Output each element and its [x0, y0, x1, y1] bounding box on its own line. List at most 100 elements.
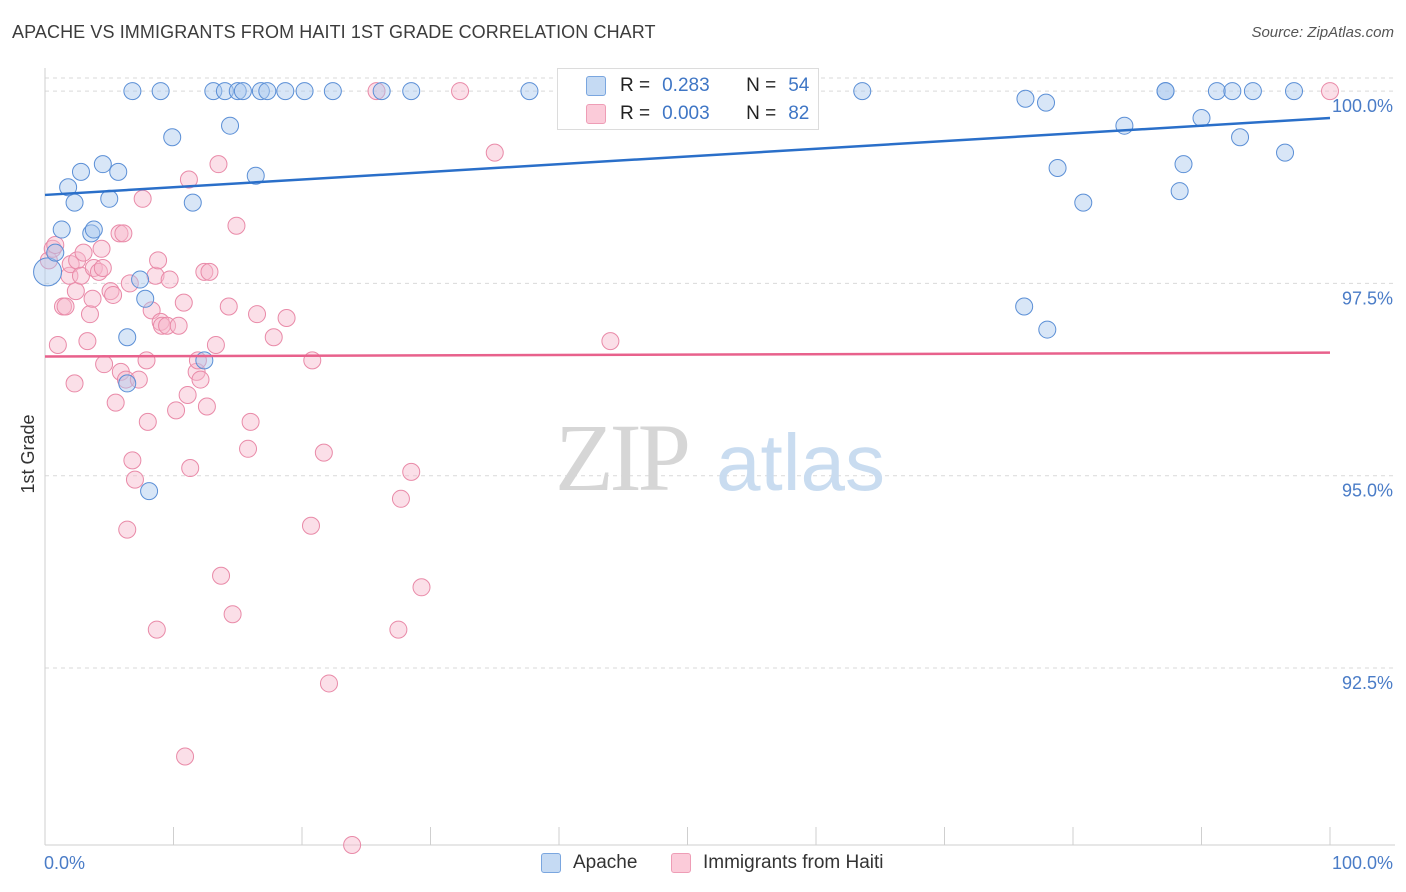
haiti-point [169, 316, 188, 335]
apache-point [163, 128, 182, 147]
apache-point [1048, 159, 1067, 178]
apache-point [183, 193, 202, 212]
haiti-point [146, 266, 165, 285]
haiti-point [389, 620, 408, 639]
apache-point [1037, 93, 1056, 112]
legend-item-haiti[interactable]: Immigrants from Haiti [671, 852, 884, 874]
haiti-point [264, 328, 283, 347]
n-label: N = [746, 75, 777, 96]
apache-point [372, 82, 391, 101]
apache-point [402, 82, 421, 101]
haiti-point [343, 836, 362, 854]
apache-point [84, 220, 103, 239]
apache-point [1231, 128, 1250, 147]
apache-point [46, 243, 65, 262]
haiti-point [110, 224, 129, 243]
haiti-point [227, 216, 246, 235]
apache-point [1276, 143, 1295, 162]
haiti-point [200, 262, 219, 281]
trend-lines [44, 116, 1331, 358]
apache-point [52, 220, 71, 239]
apache-point [109, 162, 128, 181]
haiti-point [93, 259, 112, 278]
haiti-point [179, 170, 198, 189]
apache-point [1207, 82, 1226, 101]
haiti-point [74, 243, 93, 262]
haiti-point [206, 335, 225, 354]
haiti-point [248, 305, 267, 324]
y-tick-label: 92.5% [1342, 673, 1393, 693]
haiti-point [104, 285, 123, 304]
legend-label-apache: Apache [573, 852, 638, 873]
x-tick-label-max: 100.0% [1332, 853, 1393, 873]
apache-point [151, 82, 170, 101]
haiti-point [80, 305, 99, 324]
chart-title: APACHE VS IMMIGRANTS FROM HAITI 1ST GRAD… [12, 22, 656, 42]
haiti-point [167, 401, 186, 420]
apache-point [140, 482, 159, 501]
haiti-point [314, 443, 333, 462]
haiti-point [83, 289, 102, 308]
apache-point [215, 82, 234, 101]
apache-swatch [586, 76, 606, 96]
stats-row-haiti: R = 0.003 N = 82 [558, 100, 809, 128]
haiti-point [277, 309, 296, 328]
haiti-point [138, 412, 157, 431]
apache-point [246, 166, 265, 185]
haiti-point [212, 566, 231, 585]
apache-point [59, 178, 78, 197]
haiti-point [301, 516, 320, 535]
apache-point [1038, 320, 1057, 339]
haiti-point [160, 270, 179, 289]
haiti-point [412, 578, 431, 597]
apache-r-value: 0.283 [662, 75, 710, 96]
apache-point [131, 270, 150, 289]
haiti-point [1321, 82, 1339, 101]
haiti-point [125, 470, 144, 489]
haiti-point [402, 462, 421, 481]
haiti-point [66, 282, 85, 301]
haiti-point [197, 397, 216, 416]
haiti-n-value: 82 [788, 103, 810, 124]
haiti-point [195, 262, 214, 281]
haiti-point [147, 620, 166, 639]
apache-trend-line [44, 116, 1331, 197]
r-label: R = [620, 75, 651, 96]
watermark-zip: ZIP [555, 404, 688, 511]
bottom-legend: Apache Immigrants from Haiti [0, 852, 1406, 878]
haiti-point [65, 374, 84, 393]
haiti-point [367, 82, 386, 101]
apache-point [123, 82, 142, 101]
apache-point [221, 116, 240, 135]
legend-label-haiti: Immigrants from Haiti [703, 852, 884, 873]
haiti-point [241, 412, 260, 431]
haiti-point [114, 224, 133, 243]
apache-point [100, 189, 119, 208]
source-label: Source: ZipAtlas.com [1251, 24, 1394, 41]
apache-point [1285, 82, 1304, 101]
haiti-point [174, 293, 193, 312]
haiti-point [133, 189, 152, 208]
haiti-point [451, 82, 470, 101]
apache-legend-swatch [541, 853, 561, 873]
apache-point [233, 82, 252, 101]
legend-item-apache[interactable]: Apache [541, 852, 637, 874]
apache-point [323, 82, 342, 101]
axes [44, 68, 1395, 846]
haiti-point [149, 251, 168, 270]
apache-n-value: 54 [788, 75, 810, 96]
haiti-point [46, 235, 65, 254]
haiti-point [120, 274, 139, 293]
y-tick-label: 95.0% [1342, 481, 1393, 501]
haiti-point [485, 143, 504, 162]
watermark: ZIP atlas [555, 404, 885, 511]
haiti-point [68, 251, 87, 270]
haiti-point [92, 239, 111, 258]
apache-point [93, 155, 112, 174]
haiti-legend-swatch [671, 853, 691, 873]
y-tick-label: 97.5% [1342, 288, 1393, 308]
apache-point [228, 82, 247, 101]
haiti-trend-line [44, 351, 1331, 358]
x-tick-label-min: 0.0% [44, 853, 85, 873]
